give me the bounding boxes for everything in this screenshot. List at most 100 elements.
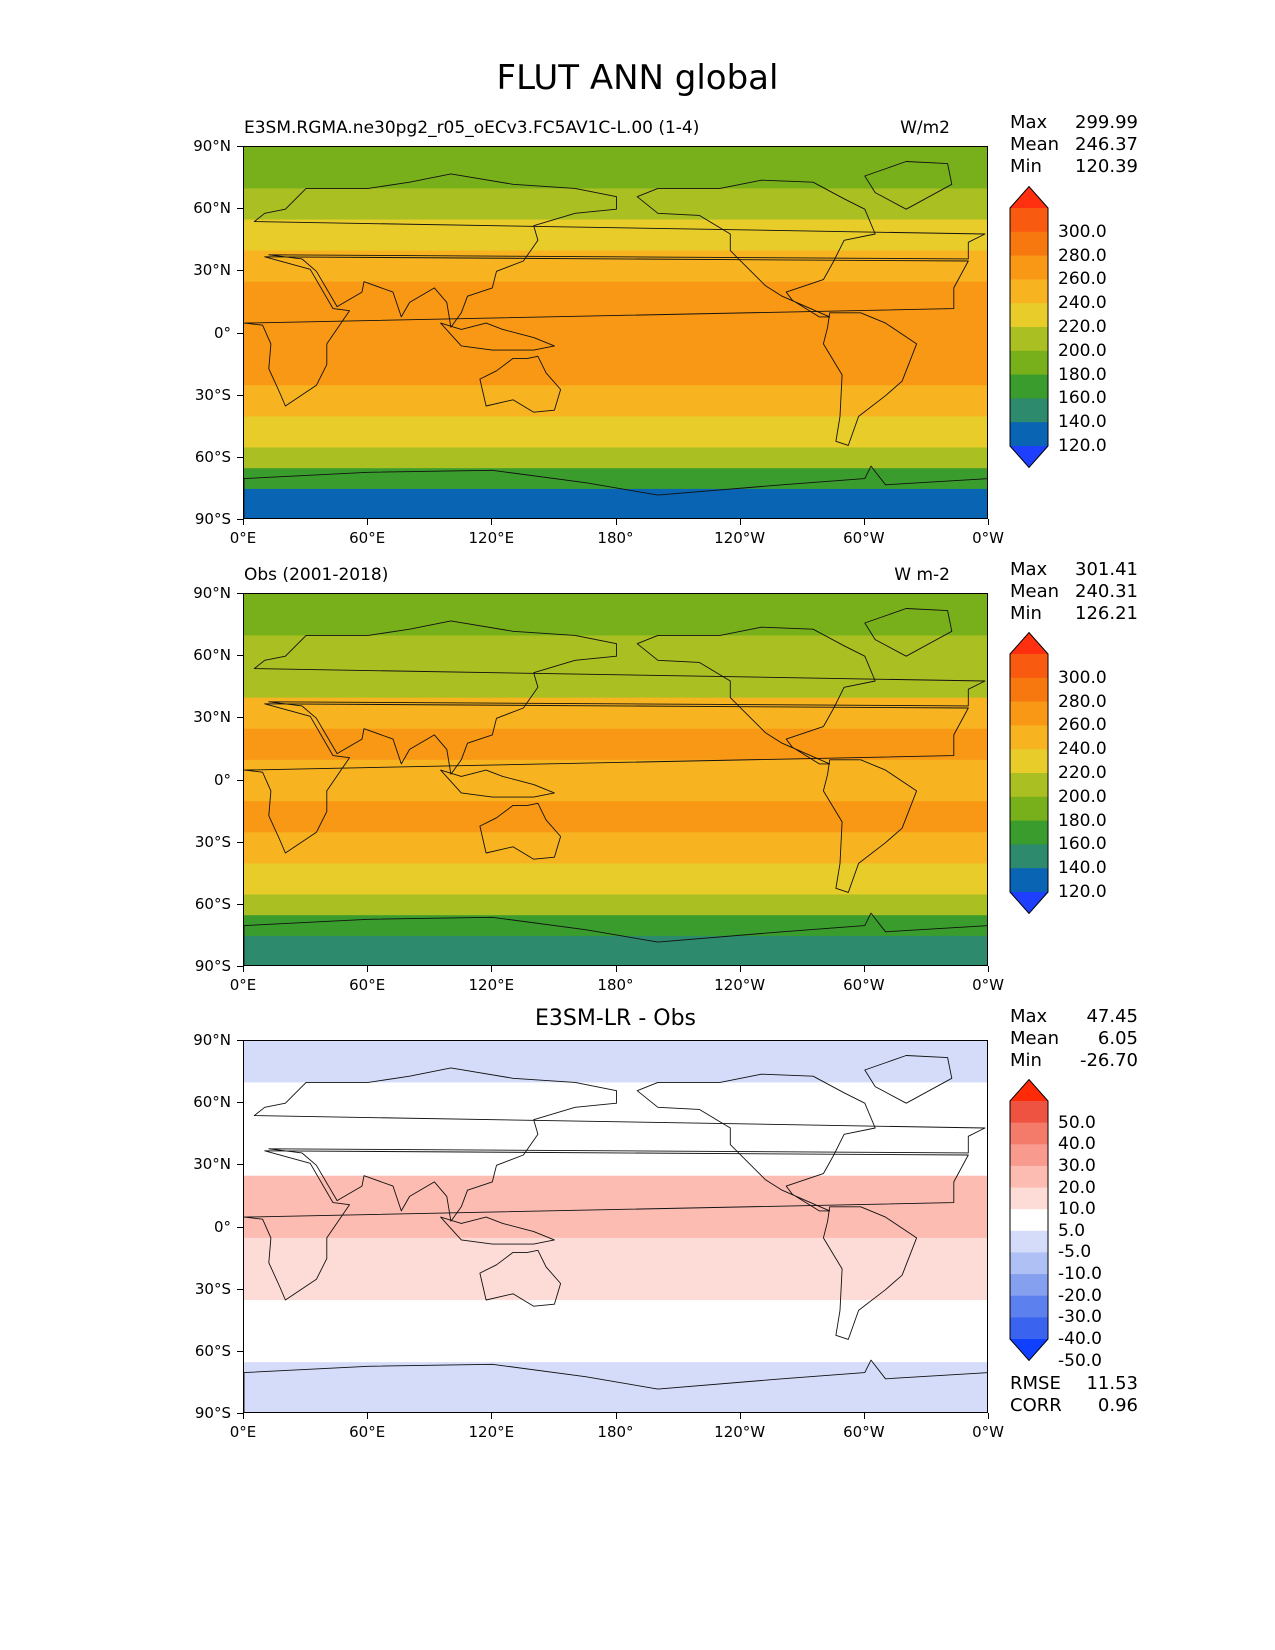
x-tick-mark [739,1413,741,1419]
coastline-eurasia [253,620,986,775]
y-tick-mark [237,1413,243,1414]
x-tick-label: 120°E [468,1423,515,1441]
stat-min-value: 126.21 [1075,603,1138,624]
colorbar-label: 140.0 [1058,858,1107,879]
coastline-greenland [864,608,953,657]
colorbar-label: 280.0 [1058,245,1107,266]
colorbar-extend-bottom [1010,1339,1048,1361]
colorbar-box-7 [1010,820,1048,845]
colorbar-outline [1009,186,1049,468]
colorbar-box-8 [1010,844,1048,869]
colorbar-label: -20.0 [1058,1285,1102,1306]
stat-min-value: -26.70 [1079,1050,1138,1071]
zonal-band-6 [244,801,987,833]
colorbar-box-5 [1010,773,1048,798]
zonal-band-3 [244,1237,987,1301]
y-tick-label: 90°N [193,1031,231,1049]
colorbar-box-5 [1010,327,1048,352]
coastline-australia [479,802,562,860]
x-tick-label: 0°W [972,976,1004,994]
y-tick-mark [237,146,243,147]
x-tick-mark [243,966,244,972]
x-tick-mark [988,1413,989,1419]
colorbar-outline [1009,632,1049,914]
zonal-band-3 [244,697,987,730]
colorbar-label: 220.0 [1058,763,1107,783]
coastline-africa [244,256,969,407]
colorbar-label: -10.0 [1058,1264,1102,1285]
colorbar-box-1 [1010,1122,1048,1145]
x-tick-label: 60°W [843,529,885,547]
colorbar-outline [1009,1079,1049,1361]
y-tick-mark [237,779,243,781]
y-tick-mark [237,456,243,458]
colorbar-box-4 [1010,749,1048,774]
zonal-band-0 [244,1041,987,1083]
x-tick-mark [367,1413,369,1419]
x-tick-mark [491,519,493,525]
colorbar-box-9 [1010,422,1048,447]
x-tick-mark [739,966,741,972]
zonal-band-1 [244,188,987,221]
colorbar-label: 180.0 [1058,810,1107,831]
stat-corr-value: 0.96 [1097,1395,1138,1416]
y-tick-label: 90°N [193,137,231,155]
colorbar-box-4 [1010,303,1048,328]
y-tick-label: 90°S [194,510,231,528]
stats-box: Max 299.99 Mean 246.37 Min 120.39 [1010,112,1138,178]
colorbar-extend-bottom [1010,892,1048,914]
colorbar-box-3 [1010,1165,1048,1189]
y-tick-mark [237,1102,243,1104]
colorbar-label: 40.0 [1058,1134,1096,1155]
colorbar-label: 260.0 [1058,269,1107,290]
y-tick-mark [237,717,243,719]
x-tick-label: 0°W [972,1423,1004,1441]
y-tick-label: 60°S [194,894,231,913]
colorbar-box-0 [1010,208,1048,233]
y-tick-label: 30°S [194,832,231,851]
colorbar-label: 20.0 [1058,1177,1096,1198]
x-tick-label: 120°E [468,976,515,994]
y-tick-mark [237,394,243,396]
coastline-africa [244,1150,969,1301]
colorbar-label: 300.0 [1058,667,1107,688]
map-model-svg [244,147,987,518]
map-diff [243,1040,988,1413]
zonal-band-2 [244,219,987,252]
colorbar-label: 260.0 [1058,715,1107,736]
colorbar-label: -50.0 [1058,1350,1102,1371]
colorbar-box-3 [1010,725,1048,750]
y-tick-mark [237,1164,243,1166]
stat-mean-value: 240.31 [1075,581,1138,602]
zonal-band-7 [244,385,987,417]
y-tick-label: 30°S [194,385,231,404]
x-tick-label: 120°E [468,529,515,547]
coastline-namerica [636,1073,876,1212]
y-tick-label: 90°S [194,957,231,975]
x-tick-mark [988,966,989,972]
coastline-africa [244,703,969,854]
panel-units: W m-2 [894,565,950,585]
y-tick-mark [237,1350,243,1352]
coastline-antarctica [244,465,987,518]
colorbar-box-2 [1010,1144,1048,1167]
y-tick-label: 60°N [193,646,231,665]
zonal-band-6 [244,354,987,386]
zonal-band-10 [244,915,987,937]
stat-mean-label: Mean [1010,134,1060,155]
y-tick-mark [237,966,243,967]
x-tick-mark [863,1413,865,1419]
coastline-greenland [864,1055,953,1104]
colorbar-label: 300.0 [1058,221,1107,242]
colorbar-label: 280.0 [1058,691,1107,712]
x-tick-mark [367,519,369,525]
colorbar-label: 240.0 [1058,293,1107,314]
zonal-band-2 [244,666,987,699]
map-obs-svg [244,594,987,965]
colorbar-extend-top [1010,186,1048,208]
colorbar-box-9 [1010,1295,1048,1318]
x-tick-label: 180° [597,529,634,547]
stats-box: Max 47.45 Mean 6.05 Min -26.70 [1010,1006,1138,1072]
zonal-band-4 [244,281,987,314]
zonal-band-11 [244,488,987,518]
